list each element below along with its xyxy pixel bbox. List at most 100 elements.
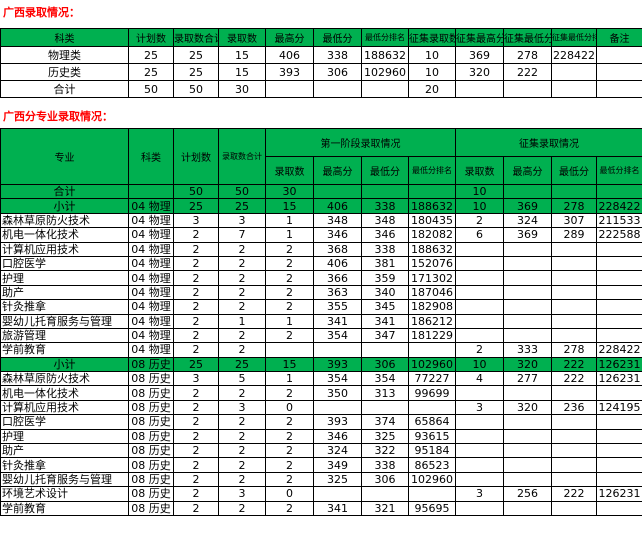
- table-cell: [504, 314, 552, 328]
- table-cell: 222: [552, 372, 597, 386]
- table-cell: 182082: [409, 228, 456, 242]
- table-cell: 93615: [409, 429, 456, 443]
- header-cell: 录取数: [266, 157, 314, 185]
- table-cell: 277: [504, 372, 552, 386]
- table-cell: 小计: [1, 199, 129, 213]
- table-cell: 2: [266, 429, 314, 443]
- table-cell: 374: [362, 415, 409, 429]
- table-cell: 278: [552, 343, 597, 357]
- table-cell: 3: [456, 400, 504, 414]
- table-cell: 4: [456, 372, 504, 386]
- section-title: 广西分专业录取情况：: [0, 110, 642, 124]
- table-cell: 338: [362, 458, 409, 472]
- table-cell: 180435: [409, 213, 456, 227]
- table-cell: 393: [314, 357, 362, 371]
- header-cell: 专业: [1, 129, 129, 185]
- table-cell: 3: [219, 213, 266, 227]
- table-cell: [456, 81, 504, 98]
- table-cell: 126231: [597, 487, 642, 501]
- table-cell: 25: [174, 357, 219, 371]
- table-cell: 5: [219, 372, 266, 386]
- table-cell: 2: [174, 415, 219, 429]
- table-cell: 08 历史: [129, 429, 174, 443]
- table-cell: [504, 81, 552, 98]
- table-cell: 2: [219, 472, 266, 486]
- table-cell: 359: [362, 271, 409, 285]
- table-cell: 350: [314, 386, 362, 400]
- table-cell: 护理: [1, 271, 129, 285]
- table-cell: 2: [174, 400, 219, 414]
- header-cell: 录取数合计: [219, 129, 266, 185]
- table-cell: 320: [504, 357, 552, 371]
- table-cell: 15: [266, 199, 314, 213]
- table-cell: 2: [174, 429, 219, 443]
- table-cell: 2: [219, 242, 266, 256]
- table-cell: 325: [314, 472, 362, 486]
- table-cell: 355: [314, 300, 362, 314]
- table-cell: 256: [504, 487, 552, 501]
- table-cell: 369: [504, 199, 552, 213]
- table-cell: 04 物理: [129, 285, 174, 299]
- table-cell: 2: [266, 501, 314, 515]
- table-cell: 2: [174, 228, 219, 242]
- table-cell: [314, 343, 362, 357]
- header-cell: 最低分: [362, 157, 409, 185]
- table-cell: 2: [219, 501, 266, 515]
- table-cell: 406: [314, 256, 362, 270]
- table-cell: 306: [362, 357, 409, 371]
- table-cell: [552, 185, 597, 199]
- table-cell: 95184: [409, 444, 456, 458]
- table-cell: 102960: [409, 472, 456, 486]
- table-cell: 04 物理: [129, 242, 174, 256]
- table-cell: 381: [362, 256, 409, 270]
- table-cell: 3: [219, 487, 266, 501]
- table-cell: 25: [174, 47, 219, 64]
- table-cell: 347: [362, 328, 409, 342]
- table-cell: [504, 300, 552, 314]
- header-cell: 第一阶段录取情况: [266, 129, 456, 157]
- table-cell: [504, 501, 552, 515]
- header-cell: 最低分排名: [362, 29, 409, 47]
- table-cell: [552, 300, 597, 314]
- table-cell: 366: [314, 271, 362, 285]
- table-cell: 物理类: [1, 47, 129, 64]
- table-cell: 15: [219, 47, 266, 64]
- table-cell: 08 历史: [129, 458, 174, 472]
- table-cell: 228422: [552, 47, 597, 64]
- table-cell: 2: [219, 386, 266, 400]
- header-cell: 科类: [1, 29, 129, 47]
- table-cell: [504, 386, 552, 400]
- summary-table: 科类计划数录取数合计录取数最高分最低分最低分排名征集录取数征集最高分征集最低分征…: [0, 28, 642, 98]
- table-cell: 228422: [597, 343, 642, 357]
- table-cell: 325: [362, 429, 409, 443]
- table-cell: 324: [314, 444, 362, 458]
- table-cell: 森林草原防火技术: [1, 213, 129, 227]
- table-cell: 04 物理: [129, 199, 174, 213]
- table-cell: [504, 415, 552, 429]
- table-cell: 08 历史: [129, 372, 174, 386]
- table-cell: [456, 328, 504, 342]
- table-cell: 2: [219, 285, 266, 299]
- table-cell: [456, 501, 504, 515]
- table-cell: 99699: [409, 386, 456, 400]
- header-cell: 最高分: [266, 29, 314, 47]
- table-cell: 333: [504, 343, 552, 357]
- table-cell: 341: [362, 314, 409, 328]
- header-cell: 征集最高分: [456, 29, 504, 47]
- table-cell: [552, 256, 597, 270]
- table-cell: 08 历史: [129, 400, 174, 414]
- page: 广西录取情况： 科类计划数录取数合计录取数最高分最低分最低分排名征集录取数征集最…: [0, 6, 642, 541]
- table-cell: 2: [219, 343, 266, 357]
- header-cell: 最高分: [314, 157, 362, 185]
- table-cell: [456, 314, 504, 328]
